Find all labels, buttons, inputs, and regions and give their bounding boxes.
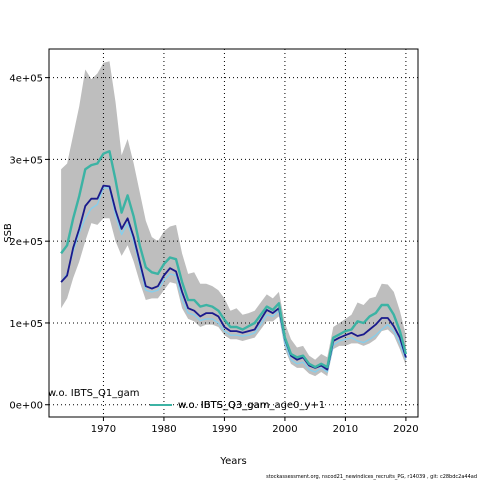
y-tick-label-400000: 4e+05 bbox=[9, 74, 43, 85]
y-tick-label-0: 0e+00 bbox=[9, 401, 43, 412]
confidence-band bbox=[61, 61, 406, 377]
series-line-ibts_q3_age0 bbox=[60, 150, 408, 369]
y-axis-title: SSB bbox=[3, 223, 14, 243]
plot-frame bbox=[48, 48, 419, 418]
y-tick-label-100000: 1e+05 bbox=[9, 319, 43, 330]
axis-ticks: 1970 1980 1990 2000 2010 2020 0e+00 1e+05 2e+05 3… bbox=[9, 74, 418, 435]
grid-lines bbox=[49, 49, 418, 417]
x-tick-label-2020: 2020 bbox=[393, 424, 418, 435]
series-lines bbox=[60, 150, 408, 373]
x-axis-title: Years bbox=[219, 456, 246, 467]
footnote: stockassessment.org, nscod21_newindices_… bbox=[266, 474, 477, 480]
series-line-ibts_q1 bbox=[60, 187, 407, 373]
legend-label-ibts_q3_age0: w.o. IBTS_Q3_gam_age0_y+1 bbox=[178, 400, 325, 411]
x-tick-label-2000: 2000 bbox=[272, 424, 297, 435]
legend-label-ibts_q3: w.o. IBTS_Q3_gam bbox=[178, 400, 269, 411]
y-tick-label-200000: 2e+05 bbox=[9, 237, 43, 248]
x-tick-label-2010: 2010 bbox=[333, 424, 358, 435]
x-tick-label-1990: 1990 bbox=[212, 424, 237, 435]
x-tick-label-1970: 1970 bbox=[91, 424, 116, 435]
x-tick-label-1980: 1980 bbox=[151, 424, 176, 435]
legend-label-ibts_q1: w.o. IBTS_Q1_gam bbox=[48, 388, 139, 399]
confidence-band-layer bbox=[61, 61, 406, 377]
series-line-ibts_q3 bbox=[60, 184, 407, 371]
y-tick-label-300000: 3e+05 bbox=[9, 155, 43, 166]
